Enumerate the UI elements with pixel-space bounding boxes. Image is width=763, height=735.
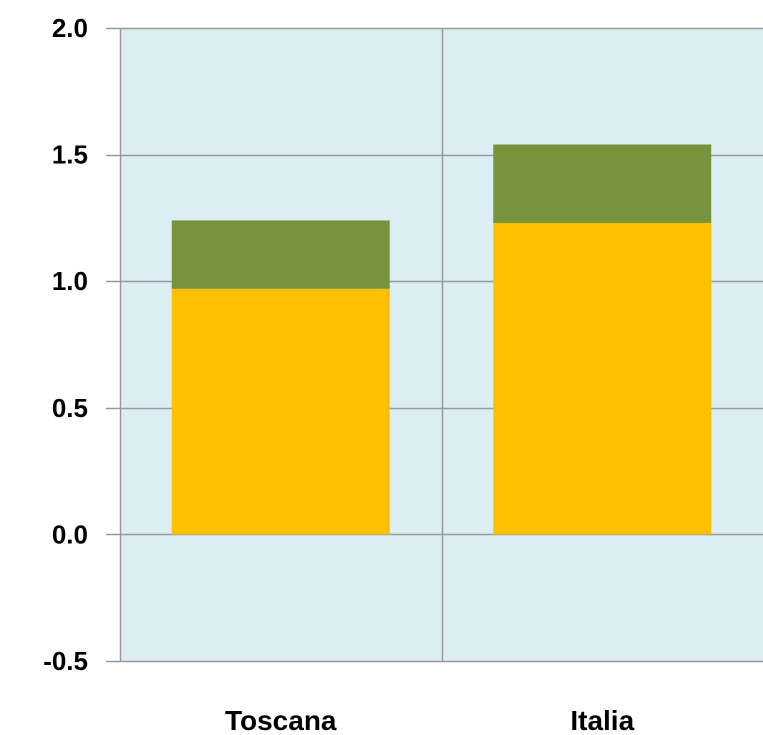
y-tick-label: 0.0 [52, 519, 88, 549]
bar-segment [493, 144, 712, 223]
y-tick-label: 1.0 [52, 266, 88, 296]
y-tick-label: 2.0 [52, 13, 88, 43]
bar-segment [171, 288, 390, 535]
x-axis: Toscana Italia [225, 705, 635, 735]
y-tick-label: 0.5 [52, 393, 88, 423]
y-tick-label: -0.5 [43, 646, 88, 676]
x-category-label: Italia [570, 705, 634, 735]
bars [171, 144, 712, 535]
bar-segment [171, 220, 390, 289]
x-category-label: Toscana [225, 705, 337, 735]
bar-segment [493, 222, 712, 535]
y-axis: -0.5 0.0 0.5 1.0 1.5 2.0 [43, 13, 122, 676]
y-tick-label: 1.5 [52, 140, 88, 170]
